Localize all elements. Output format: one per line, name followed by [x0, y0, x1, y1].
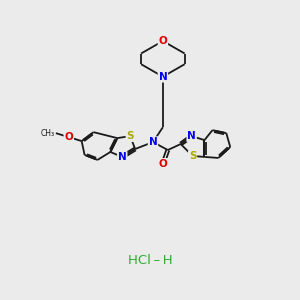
- Text: S: S: [189, 151, 196, 161]
- Text: O: O: [158, 159, 167, 169]
- Text: N: N: [148, 137, 157, 147]
- Text: N: N: [187, 131, 196, 141]
- Text: N: N: [118, 152, 127, 162]
- Text: O: O: [64, 132, 73, 142]
- Text: N: N: [158, 72, 167, 82]
- Text: O: O: [158, 36, 167, 46]
- Text: S: S: [126, 131, 134, 141]
- Text: CH₃: CH₃: [41, 129, 55, 138]
- Text: HCl – H: HCl – H: [128, 254, 172, 268]
